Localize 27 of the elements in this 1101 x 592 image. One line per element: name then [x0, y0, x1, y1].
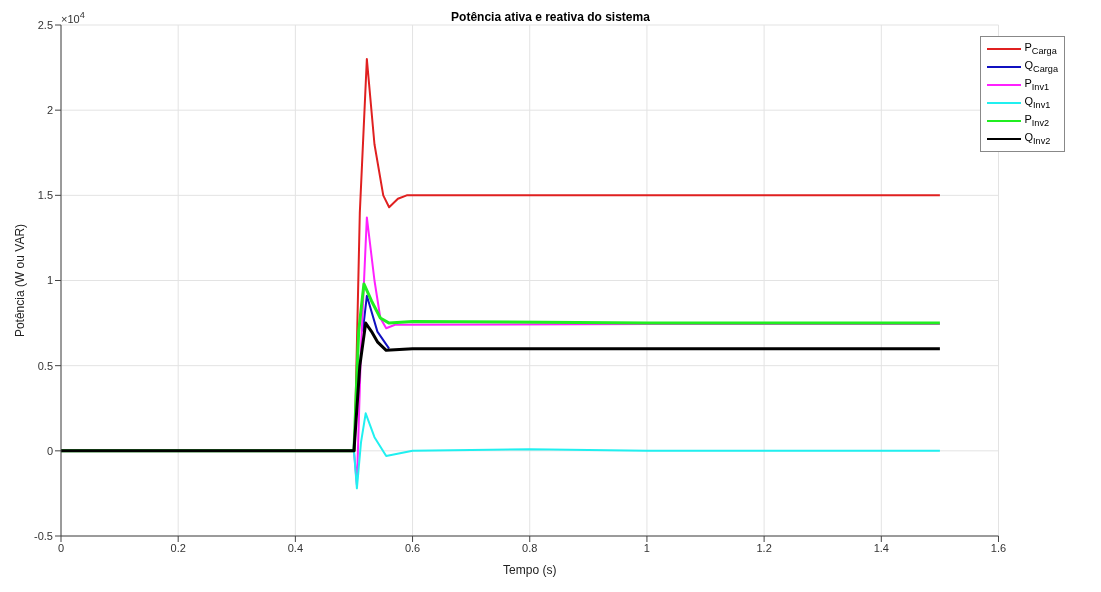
y-tick-label: -0.5	[34, 529, 53, 542]
chart-title: Potência ativa e reativa do sistema	[451, 10, 650, 24]
y-tick-label: 1	[46, 274, 53, 287]
legend-label: Q$_{Inv1}$	[1024, 95, 1051, 111]
x-tick-label: 0.8	[522, 541, 538, 554]
legend-label: P$_{Inv1}$	[1024, 77, 1050, 93]
y-tick-label: 2.5	[37, 18, 53, 31]
legend-label: Q$_{Carga}$	[1024, 59, 1058, 75]
x-tick-label: 1.2	[756, 541, 772, 554]
axis-multiplier: ×10$^{4}$	[61, 10, 85, 25]
x-tick-label: 1.4	[873, 541, 889, 554]
x-tick-label: 0.4	[287, 541, 304, 554]
x-tick-label: 0	[57, 541, 65, 554]
x-axis-title: Tempo (s)	[503, 563, 557, 577]
x-tick-label: 0.2	[170, 541, 186, 554]
line-series	[61, 321, 942, 453]
legend-label: P$_{Carga}$	[1024, 41, 1057, 57]
x-tick-label: 1.6	[990, 541, 1007, 554]
legend-label: P$_{Inv2}$	[1024, 113, 1050, 129]
y-tick-label: 0.5	[37, 359, 53, 372]
x-tick-label: 0.6	[404, 541, 421, 554]
x-tick-label: 1	[643, 541, 650, 554]
y-tick-label: 2	[46, 104, 53, 117]
y-axis-title: Potência (W ou VAR)	[13, 223, 28, 338]
legend-label: Q$_{Inv2}$	[1024, 131, 1051, 147]
y-tick-label: 1.5	[37, 189, 53, 202]
y-tick-label: 0	[46, 444, 53, 457]
